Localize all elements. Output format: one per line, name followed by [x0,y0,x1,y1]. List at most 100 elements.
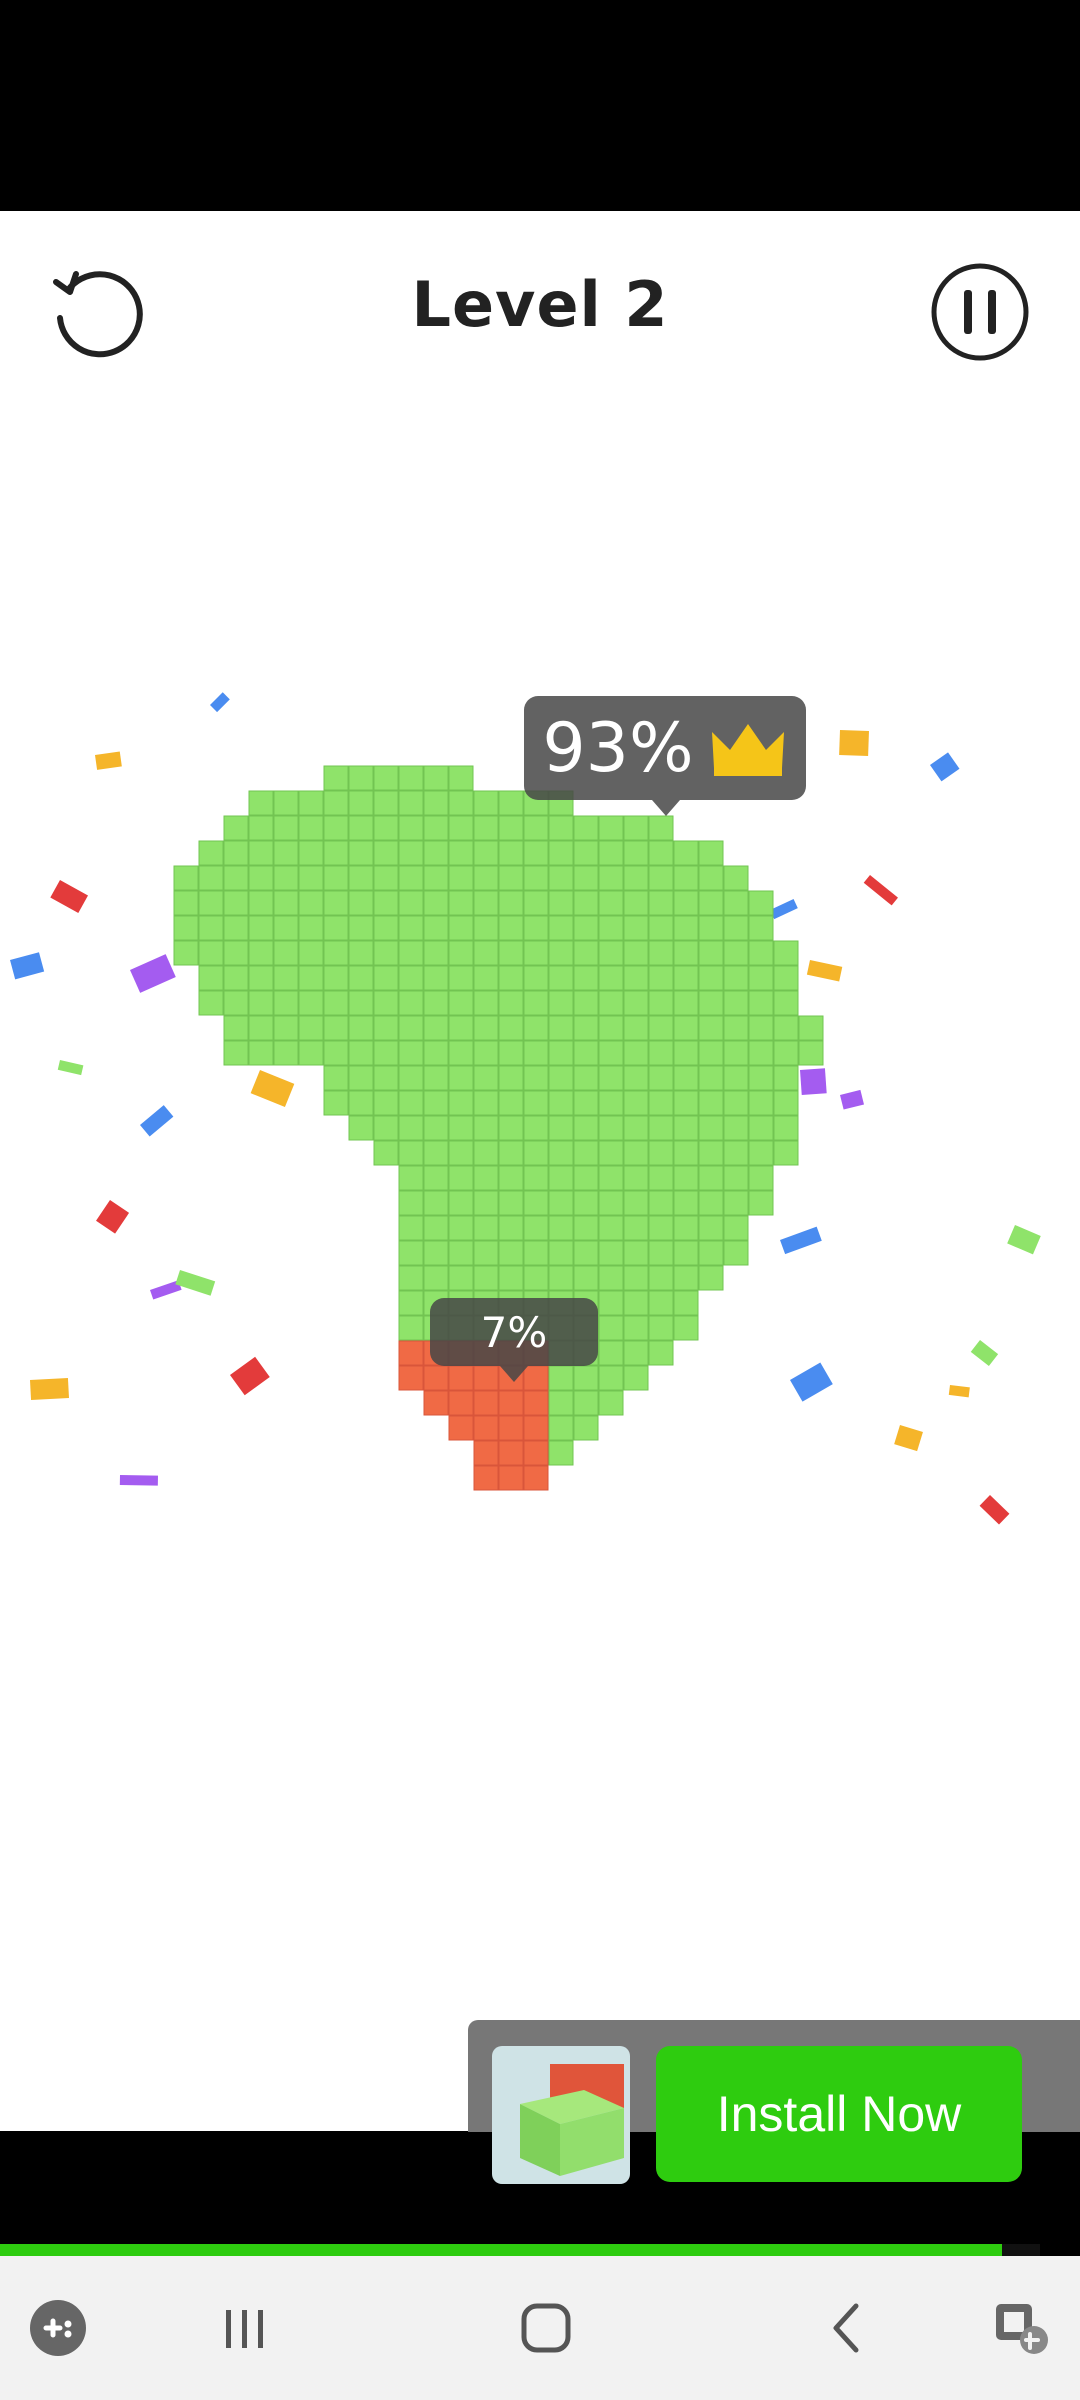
map-cell[interactable] [548,915,574,941]
map-cell[interactable] [398,1265,424,1291]
map-cell[interactable] [448,1165,474,1191]
map-cell[interactable] [348,1090,374,1116]
map-cell[interactable] [323,1090,349,1116]
map-cell[interactable] [548,1115,574,1141]
map-cell[interactable] [423,790,449,816]
map-cell[interactable] [323,1015,349,1041]
map-cell[interactable] [223,1015,249,1041]
map-cell[interactable] [323,815,349,841]
map-cell[interactable] [523,940,549,966]
map-cell[interactable] [398,1215,424,1241]
map-cell[interactable] [423,1215,449,1241]
map-cell[interactable] [373,1040,399,1066]
map-cell[interactable] [548,1440,574,1466]
map-cell[interactable] [573,965,599,991]
map-cell[interactable] [248,840,274,866]
map-cell[interactable] [323,940,349,966]
map-cell[interactable] [223,1040,249,1066]
map-cell[interactable] [473,1265,499,1291]
map-cell[interactable] [398,1040,424,1066]
map-cell[interactable] [473,1390,499,1416]
map-cell[interactable] [623,1115,649,1141]
map-cell[interactable] [448,915,474,941]
map-cell[interactable] [373,790,399,816]
map-cell[interactable] [248,915,274,941]
map-cell[interactable] [548,815,574,841]
map-cell[interactable] [798,1040,824,1066]
map-cell[interactable] [323,790,349,816]
map-cell[interactable] [273,940,299,966]
map-cell[interactable] [598,965,624,991]
map-cell[interactable] [473,815,499,841]
map-cell[interactable] [523,1365,549,1391]
map-cell[interactable] [723,940,749,966]
map-cell[interactable] [698,890,724,916]
map-cell[interactable] [798,1015,824,1041]
map-cell[interactable] [323,1040,349,1066]
map-cell[interactable] [298,815,324,841]
map-cell[interactable] [598,1190,624,1216]
map-cell[interactable] [548,890,574,916]
map-cell[interactable] [673,1115,699,1141]
map-cell[interactable] [573,1065,599,1091]
map-cell[interactable] [598,1290,624,1316]
map-cell[interactable] [648,1215,674,1241]
map-cell[interactable] [498,915,524,941]
map-cell[interactable] [723,1090,749,1116]
map-cell[interactable] [273,990,299,1016]
map-cell[interactable] [473,1015,499,1041]
map-cell[interactable] [348,965,374,991]
map-cell[interactable] [498,1240,524,1266]
map-cell[interactable] [773,990,799,1016]
map-cell[interactable] [573,915,599,941]
map-cell[interactable] [623,990,649,1016]
map-cell[interactable] [548,1065,574,1091]
map-cell[interactable] [398,1315,424,1341]
map-cell[interactable] [673,940,699,966]
map-cell[interactable] [548,840,574,866]
map-cell[interactable] [648,1340,674,1366]
map-cell[interactable] [398,940,424,966]
map-cell[interactable] [698,1140,724,1166]
map-cell[interactable] [398,840,424,866]
map-cell[interactable] [698,1265,724,1291]
map-cell[interactable] [648,1140,674,1166]
map-cell[interactable] [473,1465,499,1491]
map-cell[interactable] [473,1190,499,1216]
map-cell[interactable] [548,1365,574,1391]
map-cell[interactable] [698,1065,724,1091]
map-cell[interactable] [448,1090,474,1116]
map-cell[interactable] [748,1115,774,1141]
map-cell[interactable] [498,1440,524,1466]
map-cell[interactable] [773,1115,799,1141]
map-cell[interactable] [473,1440,499,1466]
map-cell[interactable] [373,1140,399,1166]
map-cell[interactable] [748,1040,774,1066]
map-cell[interactable] [398,865,424,891]
map-cell[interactable] [498,1415,524,1441]
map-cell[interactable] [548,1240,574,1266]
map-cell[interactable] [323,890,349,916]
map-cell[interactable] [273,865,299,891]
map-cell[interactable] [723,1065,749,1091]
map-cell[interactable] [398,1015,424,1041]
map-cell[interactable] [523,1015,549,1041]
map-cell[interactable] [448,965,474,991]
map-cell[interactable] [398,815,424,841]
map-cell[interactable] [648,1065,674,1091]
map-cell[interactable] [448,1390,474,1416]
map-cell[interactable] [298,940,324,966]
map-cell[interactable] [398,1240,424,1266]
map-cell[interactable] [598,840,624,866]
map-cell[interactable] [598,940,624,966]
map-cell[interactable] [348,765,374,791]
map-cell[interactable] [448,1140,474,1166]
map-cell[interactable] [323,765,349,791]
map-cell[interactable] [423,840,449,866]
map-cell[interactable] [223,890,249,916]
map-cell[interactable] [648,1115,674,1141]
map-cell[interactable] [748,1140,774,1166]
map-cell[interactable] [448,990,474,1016]
map-cell[interactable] [673,1240,699,1266]
map-cell[interactable] [698,915,724,941]
